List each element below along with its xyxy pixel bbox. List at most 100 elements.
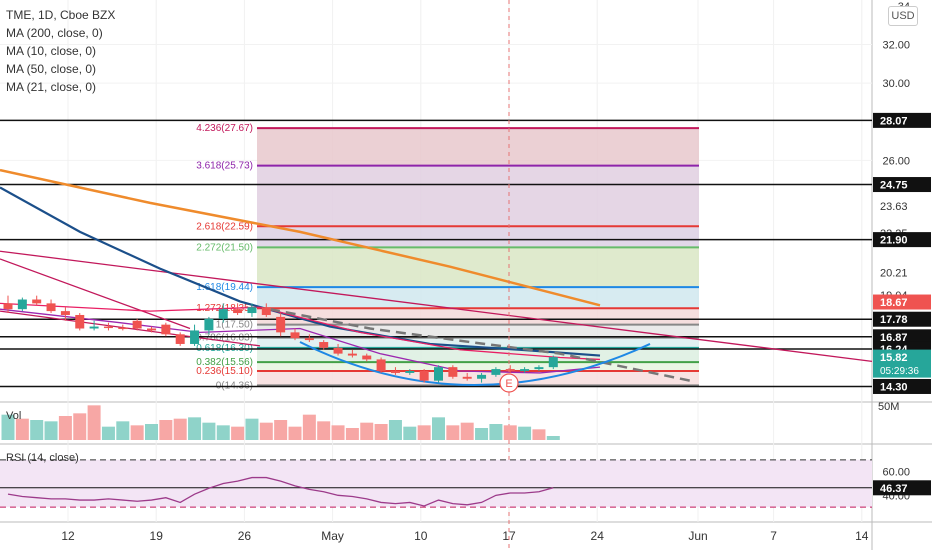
fib-zone-0: [257, 128, 699, 166]
volume-bar-2: [30, 420, 44, 440]
price-level-box-9: [873, 329, 931, 345]
price-level-box-7: [873, 294, 931, 310]
price-level-label-0: 28.07: [880, 115, 908, 127]
fib-label-9: 0.382(15.56): [196, 357, 253, 368]
candle-body-22: [319, 342, 329, 348]
trendline-channel: [0, 258, 191, 330]
price-level-box-11: [873, 349, 931, 378]
rsi-current-box: [873, 480, 931, 496]
volume-bar-38: [546, 436, 560, 440]
indicator-ma-200[interactable]: MA (200, close, 0): [6, 26, 103, 40]
volume-bar-0: [1, 414, 15, 440]
fib-label-10: 0.236(15.10): [196, 366, 253, 377]
currency-button[interactable]: USD: [888, 6, 918, 26]
volume-bar-8: [116, 421, 130, 440]
candle-body-16: [233, 309, 243, 314]
indicator-ma-50[interactable]: MA (50, close, 0): [6, 62, 97, 76]
volume-bar-24: [345, 428, 359, 440]
price-level-box-12: [873, 378, 931, 394]
candle-body-28: [405, 371, 415, 373]
rsi-current-label: 46.37: [880, 483, 908, 495]
price-level-box-4: [873, 232, 931, 248]
candle-body-15: [218, 309, 228, 319]
time-tick-7: Jun: [688, 529, 707, 543]
candle-body-0: [3, 303, 13, 310]
volume-bar-26: [374, 424, 388, 440]
symbol-title: TME, 1D, Cboe BZX: [6, 8, 116, 22]
candle-body-11: [161, 324, 171, 335]
volume-bar-18: [259, 422, 273, 440]
candle-body-20: [290, 332, 300, 339]
candle-body-7: [103, 326, 113, 329]
price-level-label-4: 21.90: [880, 235, 908, 247]
fib-zone-2: [257, 226, 699, 248]
candle-body-24: [347, 353, 357, 356]
volume-bar-22: [317, 421, 331, 440]
rsi-band: [0, 459, 872, 508]
candle-body-26: [376, 359, 386, 372]
rsi-label[interactable]: RSI (14, close): [6, 452, 79, 464]
volume-bar-20: [288, 426, 302, 440]
volume-bar-14: [202, 422, 216, 440]
candle-body-33: [477, 374, 487, 379]
earnings-marker-label: E: [505, 378, 512, 390]
volume-bar-34: [489, 424, 503, 440]
volume-bar-16: [231, 426, 245, 440]
price-level-box-1: [873, 177, 931, 193]
trendline-upper: [0, 250, 873, 362]
indicator-ma-10[interactable]: MA (10, close, 0): [6, 44, 97, 58]
volume-bar-32: [460, 422, 474, 440]
earnings-marker: [499, 373, 519, 393]
fib-zone-4: [257, 287, 699, 309]
candle-body-30: [434, 367, 443, 381]
candle-body-38: [548, 357, 558, 368]
fib-label-4: 1.618(19.44): [196, 282, 253, 293]
price-level-label-8: 17.78: [880, 314, 908, 326]
time-tick-2: 26: [238, 529, 252, 543]
fib-label-2: 2.618(22.59): [196, 221, 253, 232]
time-tick-4: 10: [414, 529, 428, 543]
candle-body-21: [304, 338, 314, 341]
price-tick-0: 32.00: [882, 39, 910, 51]
volume-bar-11: [159, 420, 173, 440]
time-tick-5: 17: [502, 529, 516, 543]
price-level-box-8: [873, 311, 931, 327]
candle-body-29: [419, 371, 429, 381]
fib-zone-9: [257, 362, 699, 372]
fib-label-3: 2.272(21.50): [196, 242, 253, 253]
trendline-lower: [0, 310, 261, 347]
price-level-label-7: 18.67: [880, 297, 908, 309]
candle-body-12: [175, 334, 185, 344]
volume-bar-9: [130, 425, 144, 440]
fib-zone-5: [257, 308, 699, 325]
candle-body-19: [276, 316, 286, 333]
candle-body-35: [505, 369, 515, 372]
fib-zone-3: [257, 247, 699, 288]
cup-pattern: [299, 341, 651, 387]
candle-body-36: [520, 369, 530, 372]
volume-bar-6: [87, 405, 101, 440]
volume-bar-25: [360, 422, 374, 440]
price-level-label-5: 20.21: [880, 267, 908, 279]
rsi-tick-0: 60.00: [882, 467, 910, 479]
price-level-label-9: 16.87: [880, 332, 908, 344]
volume-bar-21: [302, 414, 316, 440]
candle-body-13: [190, 330, 200, 344]
volume-bar-17: [245, 418, 259, 440]
candle-body-34: [491, 369, 501, 375]
fib-label-7: 0.786(16.83): [196, 333, 253, 344]
volume-bar-37: [532, 429, 546, 440]
chart-legend: TME, 1D, Cboe BZX MA (200, close, 0) MA …: [6, 6, 115, 96]
indicator-ma-21[interactable]: MA (21, close, 0): [6, 80, 97, 94]
volume-bar-35: [503, 425, 517, 440]
volume-bar-7: [101, 426, 115, 440]
candle-body-6: [89, 326, 99, 329]
volume-bar-19: [274, 420, 288, 440]
fib-label-6: 1(17.50): [216, 320, 253, 331]
volume-bar-31: [446, 425, 460, 440]
volume-bar-5: [73, 413, 87, 440]
time-tick-1: 19: [150, 529, 164, 543]
ma-line-0: [0, 168, 601, 307]
time-tick-6: 24: [591, 529, 605, 543]
